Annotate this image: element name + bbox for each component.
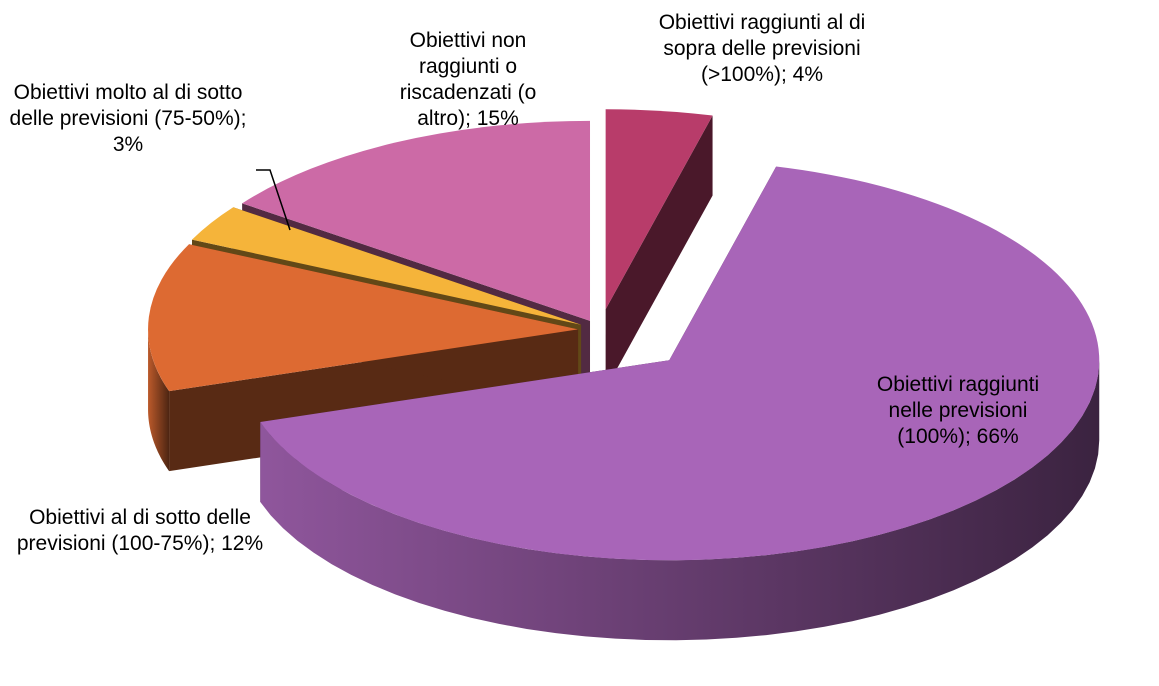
label-separator: ;: [209, 532, 222, 555]
pie-slice: [260, 166, 1100, 561]
label-separator: ;: [780, 63, 793, 86]
label-category: Obiettivi molto al di sotto delle previs…: [9, 81, 243, 130]
pie-slice: [148, 244, 579, 392]
data-label: Obiettivi al di sotto delle previsioni (…: [15, 505, 265, 557]
leader-line: [256, 169, 291, 231]
label-category: Obiettivi al di sotto delle previsioni (…: [16, 506, 251, 555]
slice-side: [148, 329, 170, 472]
label-value: 66%: [976, 425, 1019, 448]
label-category: Obiettivi raggiunti nelle previsioni (10…: [876, 373, 1040, 448]
label-separator: ;: [465, 107, 477, 130]
label-value: 3%: [112, 133, 144, 156]
data-label: Obiettivi non raggiunti o riscadenzati (…: [373, 28, 563, 132]
label-value: 12%: [221, 532, 264, 555]
label-value: 15%: [476, 107, 519, 130]
label-category: Obiettivi non raggiunti o riscadenzati (…: [399, 29, 537, 130]
label-value: 4%: [792, 63, 823, 86]
slice-side: [260, 360, 1100, 641]
label-separator: ;: [965, 425, 977, 448]
pie-slice: [191, 207, 582, 325]
label-category: Obiettivi raggiunti al di sopra delle pr…: [658, 11, 866, 86]
pie-slice: [605, 109, 713, 310]
data-label: Obiettivi raggiunti nelle previsioni (10…: [858, 372, 1058, 450]
label-separator: ;: [240, 107, 247, 130]
pie-slice: [242, 120, 591, 321]
data-label: Obiettivi molto al di sotto delle previs…: [0, 80, 259, 158]
data-label: Obiettivi raggiunti al di sopra delle pr…: [637, 10, 887, 88]
slice-wall: [605, 115, 713, 390]
